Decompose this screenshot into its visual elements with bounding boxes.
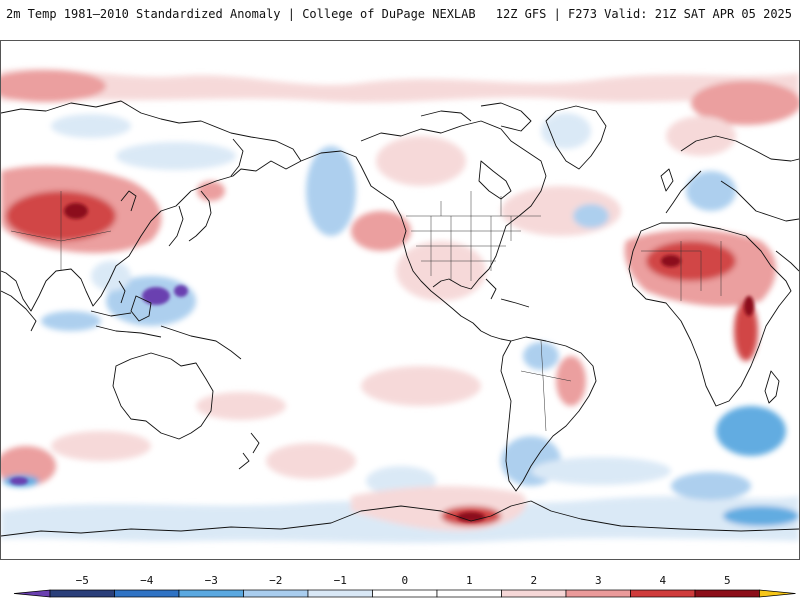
colorbar-segment <box>114 589 180 598</box>
colorbar-segment <box>307 589 373 598</box>
colorbar-tick-label: −5 <box>76 574 89 587</box>
colorbar-low-extension <box>13 589 51 598</box>
colorbar-segment <box>565 589 631 598</box>
colorbar-tick-label: 3 <box>595 574 602 587</box>
colorbar-tick-label: 5 <box>724 574 731 587</box>
colorbar-tick-label: 1 <box>466 574 473 587</box>
anomaly-map <box>1 68 799 543</box>
colorbar-segment <box>178 589 244 598</box>
map-panel[interactable] <box>0 40 800 560</box>
colorbar-segment <box>372 589 438 598</box>
colorbar-tick-label: −1 <box>334 574 347 587</box>
colorbar-segment <box>436 589 502 598</box>
colorbar-segment <box>49 589 115 598</box>
anomaly-extremes <box>10 203 754 522</box>
run-info: 12Z GFS | F273 Valid: 21Z SAT APR 05 202… <box>495 7 792 21</box>
header: 2m Temp 1981–2010 Standardized Anomaly |… <box>0 0 800 30</box>
colorbar: −5 −4 −3 −2 −1 0 1 2 3 4 5 <box>0 570 800 600</box>
colorbar-tick-label: 0 <box>401 574 408 587</box>
anomaly-shading <box>1 68 799 543</box>
colorbar-svg: −5 −4 −3 −2 −1 0 1 2 3 4 5 <box>13 574 796 598</box>
colorbar-tick-label: 4 <box>659 574 666 587</box>
colorbar-tick-label: 2 <box>530 574 537 587</box>
colorbar-segment <box>630 589 696 598</box>
colorbar-segment <box>501 589 567 598</box>
coastlines <box>1 100 799 537</box>
colorbar-high-extension <box>759 589 796 598</box>
colorbar-segment <box>243 589 309 598</box>
map-title: 2m Temp 1981–2010 Standardized Anomaly |… <box>6 7 476 21</box>
colorbar-tick-label: −2 <box>269 574 282 587</box>
political-borders <box>10 191 722 432</box>
colorbar-tick-label: −4 <box>140 574 154 587</box>
colorbar-tick-label: −3 <box>205 574 218 587</box>
colorbar-segment <box>694 589 760 598</box>
